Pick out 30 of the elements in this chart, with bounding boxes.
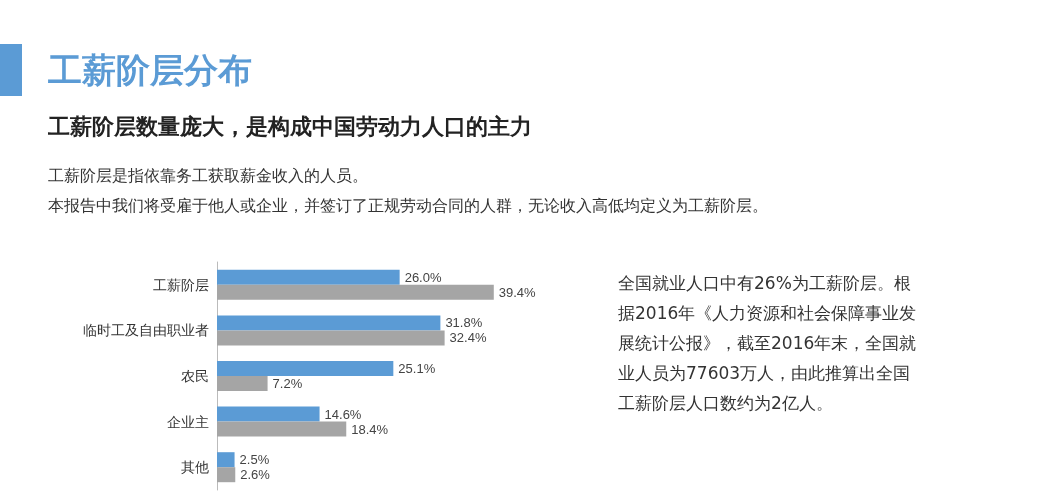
- text: 工薪阶层是指依靠务工获取薪金收入的人员。: [48, 166, 368, 187]
- data-label: 2.5%: [239, 452, 270, 468]
- bar: [217, 361, 394, 376]
- bar: [217, 269, 400, 285]
- data-label: 7.2%: [272, 376, 303, 391]
- chart-subtitle: 工薪阶层数量庞大，是构成中国劳动力人口的主力: [48, 113, 532, 141]
- y-tick-label: 工薪阶层: [153, 276, 209, 293]
- bar: [217, 330, 445, 346]
- bar: [217, 421, 347, 437]
- bar: [217, 315, 441, 331]
- y-tick-label: 企业主: [167, 413, 209, 430]
- bar: [217, 284, 494, 300]
- data-label: 31.8%: [445, 315, 483, 331]
- bar: [217, 376, 268, 391]
- text: 全国就业人口中有26%为工薪阶层。根据2016年《人力资源和社会保障事业发展统计公报》，截至2016年末，全国就业人员为77603万人，由此推算出全国工薪阶层人口数约为2亿人。: [618, 272, 918, 415]
- data-label: 39.4%: [498, 284, 537, 300]
- bar: [217, 467, 236, 483]
- bar: [217, 452, 235, 468]
- y-tick-label: 农民: [181, 368, 209, 384]
- bar: [217, 406, 320, 422]
- data-label: 18.4%: [351, 421, 389, 437]
- text: 本报告中我们将受雇于他人或企业，并签订了正规劳动合同的人群，无论收入高低均定义为工薪阶层。: [48, 196, 768, 217]
- data-label: 2.6%: [240, 467, 271, 483]
- y-tick-label: 临时工及自由职业者: [83, 322, 209, 339]
- chart-title: 工薪阶层分布: [48, 49, 252, 92]
- data-label: 25.1%: [398, 361, 436, 376]
- data-label: 32.4%: [449, 330, 487, 346]
- data-label: 14.6%: [324, 406, 362, 422]
- data-label: 26.0%: [404, 269, 442, 285]
- y-tick-label: 其他: [181, 459, 209, 476]
